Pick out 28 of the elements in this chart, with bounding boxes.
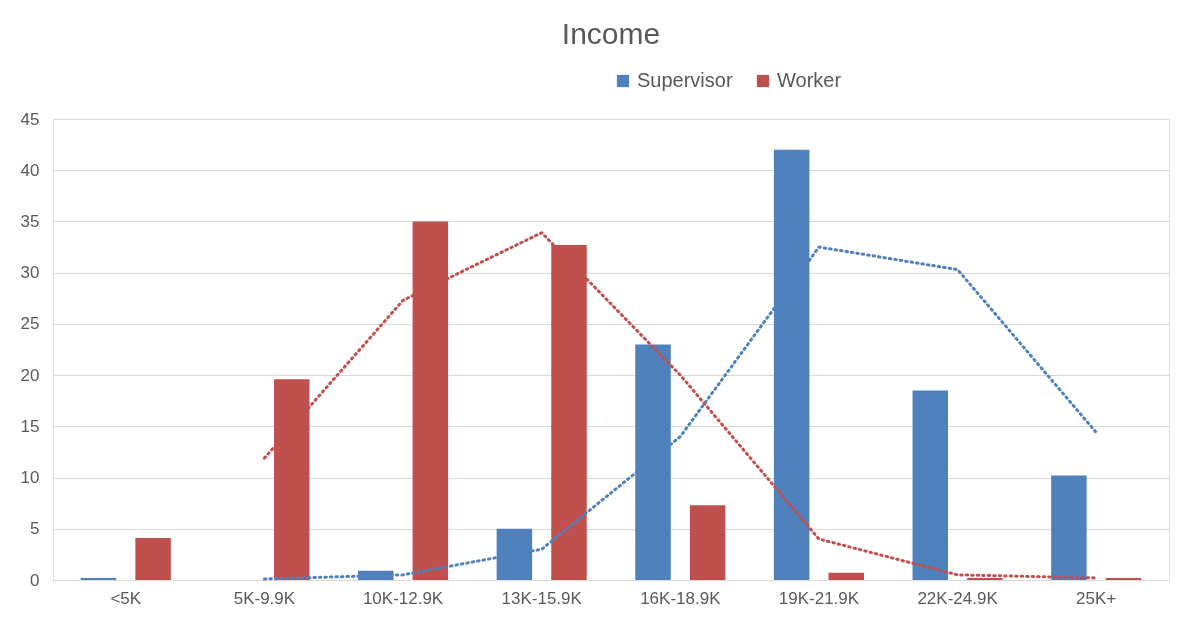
x-tick-label: 16K-18.9K <box>640 588 722 608</box>
y-tick-label: 0 <box>30 570 40 590</box>
y-tick-label: 35 <box>20 211 40 231</box>
x-tick-label: 22K-24.9K <box>917 588 999 608</box>
y-tick-label: 5 <box>30 519 40 539</box>
x-tick-label: 19K-21.9K <box>778 588 860 608</box>
y-tick-label: 15 <box>20 416 40 436</box>
x-tick-label: <5K <box>110 588 142 608</box>
bar <box>828 572 865 580</box>
bar <box>1105 577 1142 580</box>
y-tick-label: 10 <box>20 468 40 488</box>
x-tick-label: 13K-15.9K <box>501 588 583 608</box>
legend-label: Worker <box>777 69 842 91</box>
bar <box>135 538 171 580</box>
y-tick-label: 45 <box>20 109 40 129</box>
x-tick-label: 25K+ <box>1076 588 1117 608</box>
y-tick-label: 25 <box>20 314 40 334</box>
y-tick-label: 20 <box>20 365 40 385</box>
chart-title: Income <box>561 17 661 50</box>
y-tick-label: 40 <box>20 160 40 180</box>
legend-label: Supervisor <box>637 69 733 91</box>
bar <box>689 505 726 580</box>
y-tick-label: 30 <box>20 263 40 283</box>
x-tick-label: 5K-9.9K <box>233 588 296 608</box>
x-tick-label: 10K-12.9K <box>362 588 444 608</box>
bar <box>80 577 117 580</box>
bar <box>1051 475 1087 580</box>
bar <box>912 390 949 580</box>
